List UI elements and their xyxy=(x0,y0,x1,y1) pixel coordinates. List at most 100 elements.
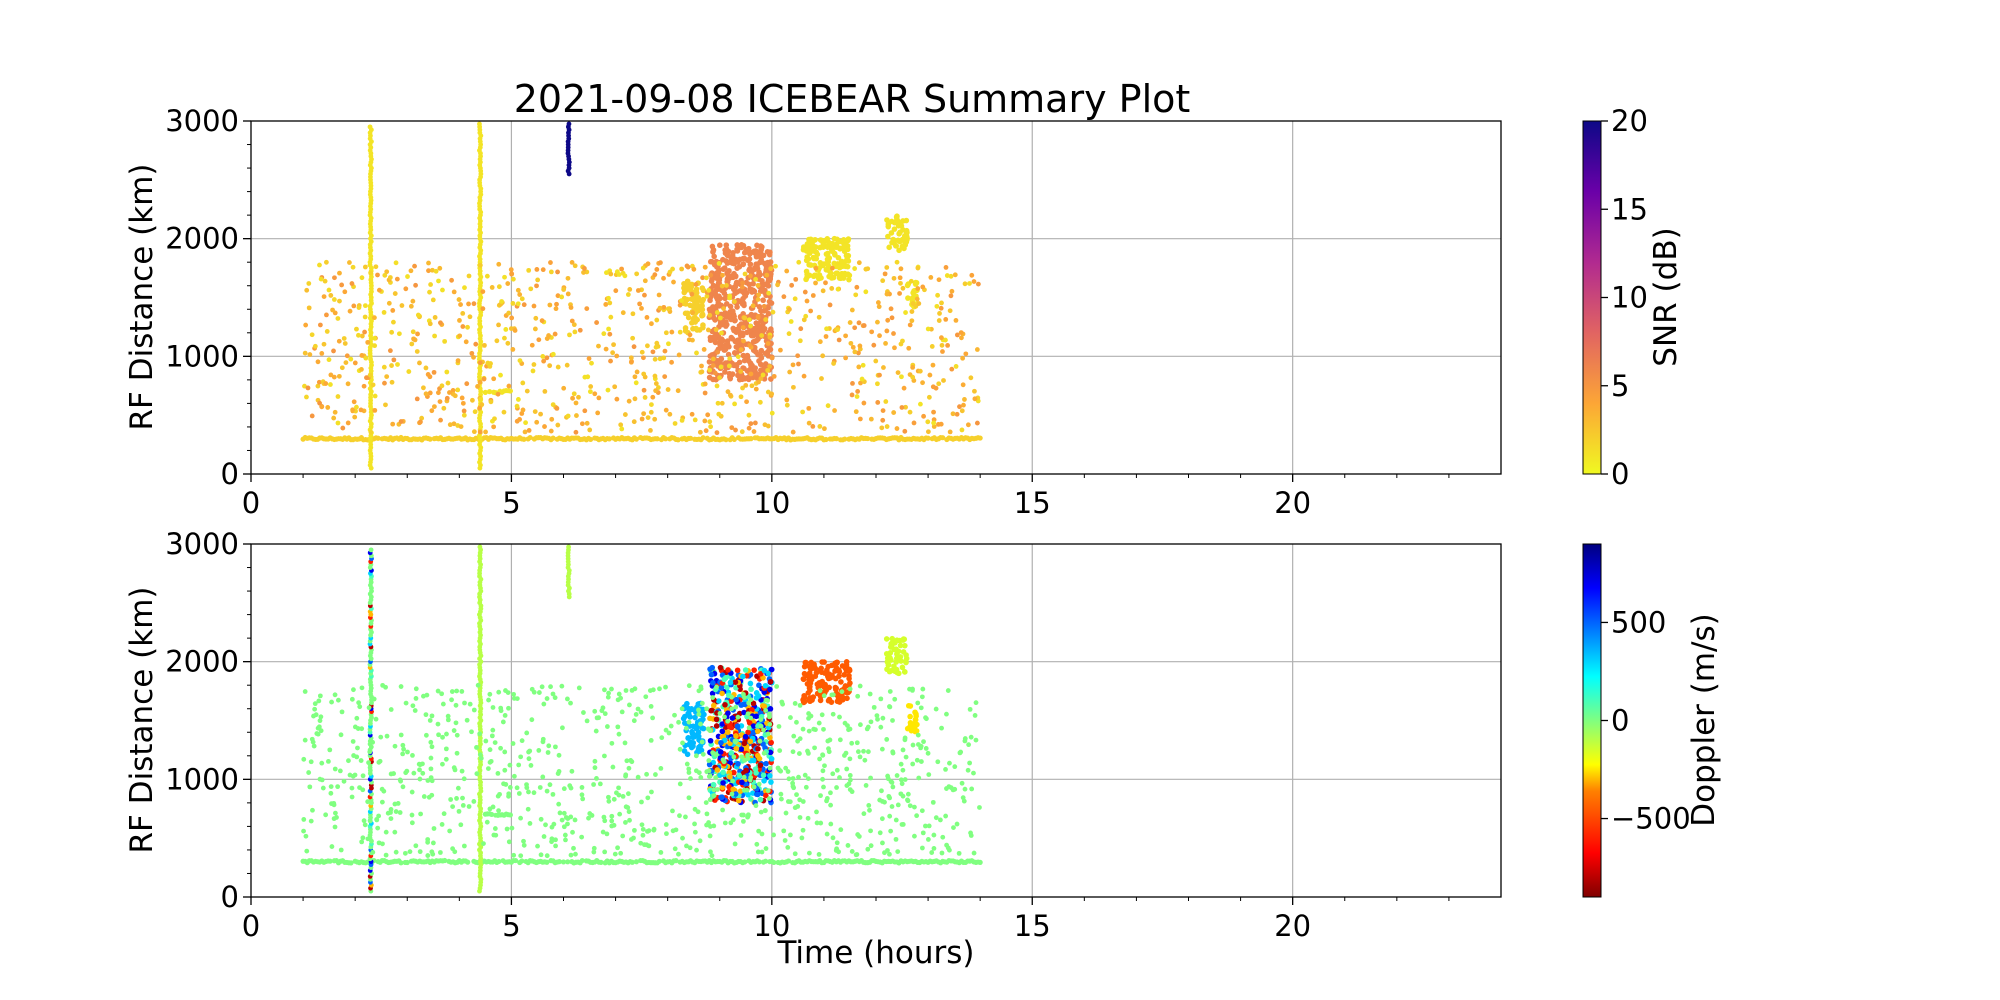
echo-point xyxy=(386,300,392,306)
echo-point xyxy=(746,720,753,726)
echo-point xyxy=(663,407,669,413)
echo-point xyxy=(495,770,501,776)
echo-point xyxy=(419,415,425,421)
echo-point xyxy=(940,834,946,840)
echo-point xyxy=(732,738,738,744)
echo-point xyxy=(347,308,353,314)
echo-point xyxy=(663,684,668,690)
echo-point xyxy=(819,678,825,685)
echo-point xyxy=(458,822,464,828)
echo-point xyxy=(974,347,980,352)
echo-point xyxy=(888,828,894,834)
echo-point xyxy=(491,376,497,382)
echo-point xyxy=(496,808,501,814)
echo-point xyxy=(470,397,475,403)
echo-point xyxy=(474,745,479,750)
echo-point xyxy=(710,695,716,700)
echo-point xyxy=(873,358,879,364)
echo-point xyxy=(728,750,735,756)
echo-point xyxy=(889,635,896,642)
echo-point xyxy=(393,809,399,814)
echo-point xyxy=(968,375,974,381)
echo-point xyxy=(629,759,635,765)
echo-point xyxy=(730,325,737,332)
echo-point xyxy=(710,356,716,362)
echo-point xyxy=(825,663,832,670)
echo-point xyxy=(586,815,591,821)
echo-point xyxy=(544,853,550,859)
y-tick-label: 1000 xyxy=(165,762,239,796)
echo-point xyxy=(615,845,620,851)
echo-point xyxy=(633,380,639,386)
echo-point xyxy=(801,670,808,677)
echo-point xyxy=(461,843,467,849)
echo-point xyxy=(765,310,772,317)
echo-point xyxy=(685,735,692,741)
echo-point xyxy=(758,723,764,729)
echo-point xyxy=(745,711,751,717)
echo-point xyxy=(796,751,802,756)
echo-point xyxy=(451,289,457,295)
echo-point xyxy=(457,318,462,323)
echo-point xyxy=(650,394,656,400)
echo-point xyxy=(713,327,719,333)
echo-point xyxy=(692,417,698,423)
echo-point xyxy=(429,408,435,414)
echo-point xyxy=(520,380,526,386)
echo-point xyxy=(352,724,358,730)
echo-point xyxy=(717,749,724,755)
echo-point xyxy=(542,424,547,429)
echo-point xyxy=(972,396,978,402)
echo-point xyxy=(331,816,337,822)
echo-point xyxy=(733,745,740,752)
echo-point xyxy=(531,303,537,309)
echo-point xyxy=(568,785,574,791)
echo-point xyxy=(464,381,470,387)
echo-point xyxy=(572,263,578,269)
echo-point xyxy=(721,676,728,683)
echo-point xyxy=(375,272,380,278)
echo-point xyxy=(857,343,863,349)
echo-point xyxy=(695,308,701,314)
echo-point xyxy=(859,376,865,382)
echo-point xyxy=(620,833,626,839)
echo-point xyxy=(738,394,744,400)
echo-point xyxy=(896,247,902,254)
echo-point xyxy=(640,832,646,838)
echo-point xyxy=(425,853,431,858)
echo-point xyxy=(458,424,464,429)
echo-point xyxy=(943,265,949,270)
echo-point xyxy=(719,286,725,293)
echo-point xyxy=(550,351,556,357)
echo-point xyxy=(566,544,571,550)
colorbar-tick-label: 5 xyxy=(1611,369,1629,403)
echo-point xyxy=(328,790,334,796)
echo-point xyxy=(854,284,860,290)
echo-point xyxy=(686,766,692,772)
echo-point xyxy=(720,337,726,344)
echo-point xyxy=(806,261,812,268)
echo-point xyxy=(816,314,822,320)
echo-point xyxy=(596,343,601,349)
echo-point xyxy=(724,278,730,285)
echo-point xyxy=(842,720,848,726)
echo-point xyxy=(639,349,645,355)
echo-point xyxy=(317,262,322,268)
echo-point xyxy=(887,644,894,650)
echo-point xyxy=(559,683,565,689)
echo-point xyxy=(686,770,692,775)
echo-point xyxy=(302,350,308,356)
echo-point xyxy=(439,383,445,389)
echo-point xyxy=(910,721,917,727)
echo-point xyxy=(307,352,313,357)
echo-point xyxy=(661,304,667,310)
echo-point xyxy=(692,821,697,827)
echo-point xyxy=(943,316,949,322)
echo-point xyxy=(768,300,775,306)
echo-point xyxy=(969,786,975,792)
echo-point xyxy=(582,374,588,380)
echo-point xyxy=(854,394,860,399)
echo-point xyxy=(963,351,969,357)
echo-point xyxy=(891,219,898,226)
